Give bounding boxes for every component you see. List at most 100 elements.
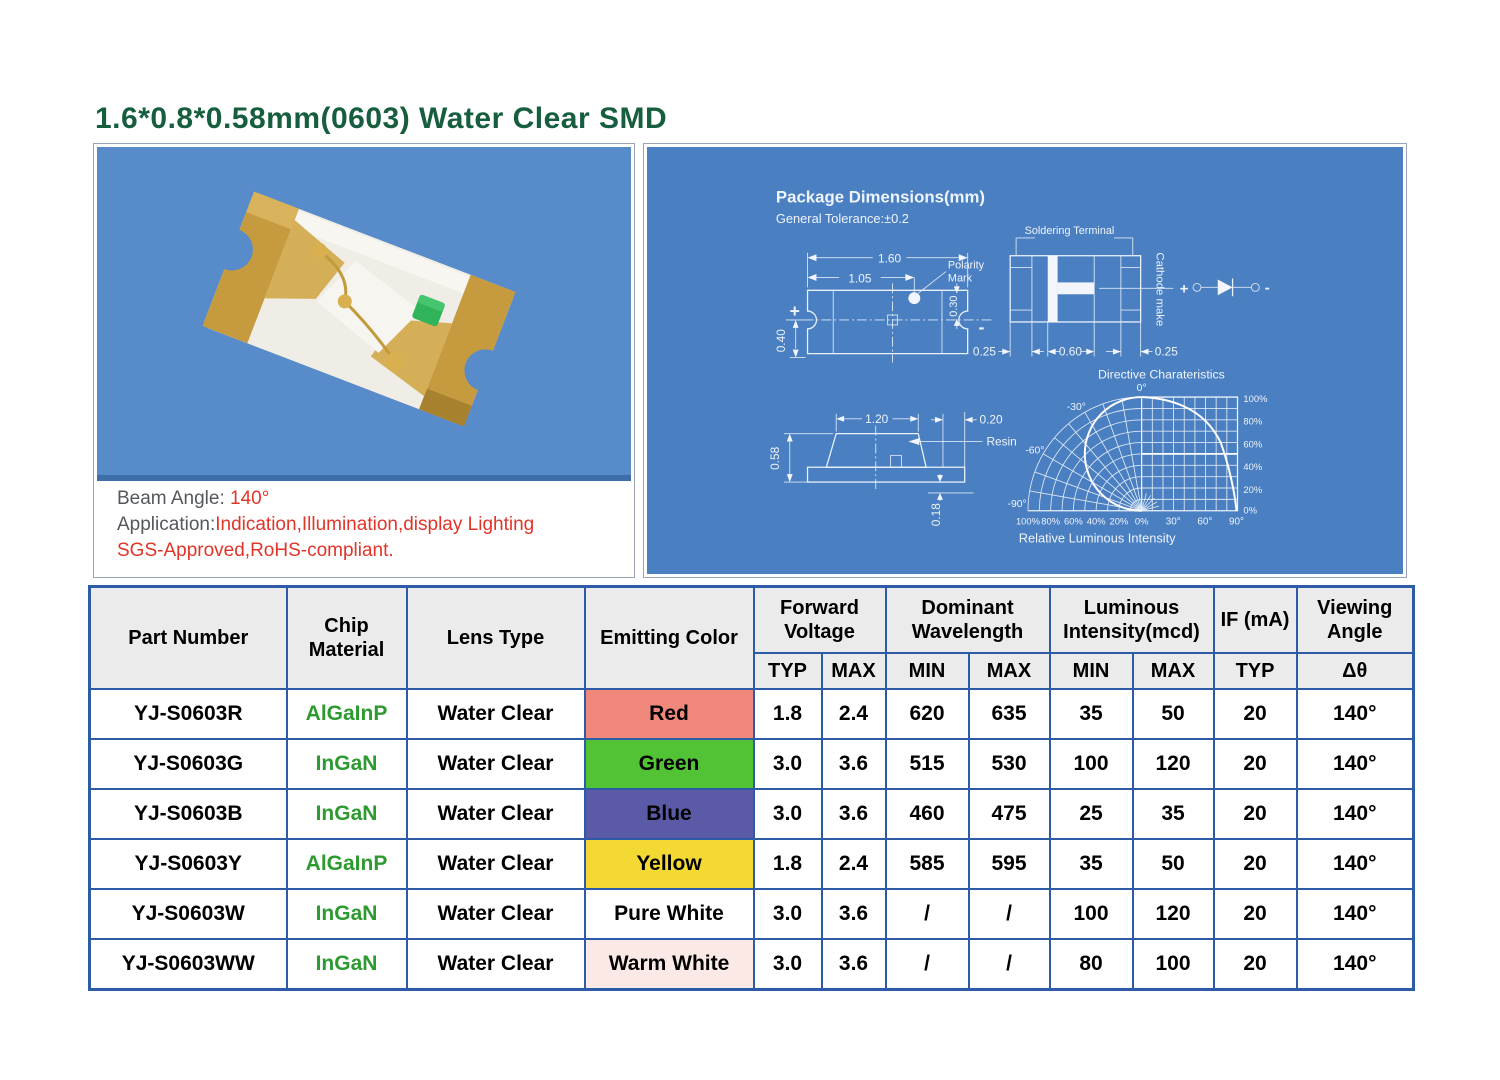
value-cell: 3.6 xyxy=(820,738,887,790)
value-cell: 50 xyxy=(1131,838,1215,890)
col-header-emitting-color: Emitting Color xyxy=(583,585,755,690)
circuit-plus-sign: + xyxy=(1180,281,1189,297)
col-header-chip-material: Chip Material xyxy=(285,585,408,690)
emitting-color-cell: Red xyxy=(583,688,755,740)
led-photo-illustration xyxy=(202,191,516,427)
value-cell: / xyxy=(884,938,970,991)
col-header-luminous-intensity: Luminous Intensity(mcd) xyxy=(1048,585,1215,654)
value-cell: 3.0 xyxy=(752,738,823,790)
right-pct-40: 40% xyxy=(1243,461,1262,472)
value-cell: 620 xyxy=(884,688,970,740)
application-line: Application:Indication,Illumination,disp… xyxy=(117,512,631,538)
polarity-mark-label: Mark xyxy=(948,272,973,284)
emitting-color-cell: Yellow xyxy=(583,838,755,890)
value-cell: 80 xyxy=(1048,938,1134,991)
value-cell: 3.0 xyxy=(752,888,823,940)
value-cell: 20 xyxy=(1212,888,1298,940)
value-cell: 140° xyxy=(1295,738,1415,790)
value-cell: 100 xyxy=(1048,738,1134,790)
subheader-dw-min: MIN xyxy=(884,652,970,690)
product-photo-panel: Beam Angle: 140° Application:Indication,… xyxy=(93,143,635,578)
value-cell: 20 xyxy=(1212,738,1298,790)
emitting-color-cell: Warm White xyxy=(583,938,755,991)
axis-pct-20: 20% xyxy=(1110,516,1129,527)
value-cell: 140° xyxy=(1295,838,1415,890)
chip-material-cell: AlGaInP xyxy=(285,838,408,890)
directive-chart-title: Directive Charateristics xyxy=(1098,367,1225,381)
value-cell: 100 xyxy=(1048,888,1134,940)
axis-pct-0: 0% xyxy=(1135,516,1149,527)
right-pct-60: 60% xyxy=(1243,438,1262,449)
application-label: Application: xyxy=(117,514,216,535)
part-number-cell: YJ-S0603WW xyxy=(88,938,288,991)
dims-tolerance: General Tolerance:±0.2 xyxy=(776,211,909,226)
part-number-cell: YJ-S0603R xyxy=(88,688,288,740)
lens-type-cell: Water Clear xyxy=(405,938,586,991)
value-cell: 50 xyxy=(1131,688,1215,740)
photo-caption: Beam Angle: 140° Application:Indication,… xyxy=(97,481,631,574)
value-cell: 20 xyxy=(1212,838,1298,890)
value-cell: 3.0 xyxy=(752,788,823,840)
lens-type-cell: Water Clear xyxy=(405,888,586,940)
dim-1-20: 1.20 xyxy=(865,412,888,426)
compliance-line: SGS-Approved,RoHS-compliant. xyxy=(117,538,631,564)
value-cell: 530 xyxy=(967,738,1051,790)
pad-dim-right: 0.25 xyxy=(1155,345,1178,359)
spec-table: Part Number Chip Material Lens Type Emit… xyxy=(88,585,1416,991)
lens-type-cell: Water Clear xyxy=(405,688,586,740)
value-cell: 140° xyxy=(1295,888,1415,940)
subheader-delta-theta: Δθ xyxy=(1295,652,1415,690)
table-row: YJ-S0603WW InGaN Water Clear Warm White 3.0 3… xyxy=(88,938,1415,991)
value-cell: 35 xyxy=(1048,838,1134,890)
chip-material-cell: AlGaInP xyxy=(285,688,408,740)
value-cell: 35 xyxy=(1131,788,1215,840)
value-cell: 3.0 xyxy=(752,938,823,991)
circuit-minus-sign: - xyxy=(1265,280,1270,296)
right-pct-80: 80% xyxy=(1243,416,1262,427)
value-cell: 2.4 xyxy=(820,688,887,740)
application-value: Indication,Illumination,display Lighting xyxy=(215,514,535,535)
value-cell: 140° xyxy=(1295,688,1415,740)
beam-angle-line: Beam Angle: 140° xyxy=(117,486,631,512)
axis-pct-80: 80% xyxy=(1041,516,1060,527)
package-dimensions-panel: Package Dimensions(mm) General Tolerance… xyxy=(643,143,1407,578)
right-pct-0: 0% xyxy=(1243,505,1257,516)
value-cell: 100 xyxy=(1131,938,1215,991)
table-row: YJ-S0603B InGaN Water Clear Blue 3.0 3.6 460 47… xyxy=(88,788,1415,840)
value-cell: 20 xyxy=(1212,938,1298,991)
soldering-terminal-label: Soldering Terminal xyxy=(1025,225,1115,237)
compliance-text: SGS-Approved,RoHS-compliant. xyxy=(117,540,394,561)
axis-pct-40: 40% xyxy=(1087,516,1106,527)
top-panels: Beam Angle: 140° Application:Indication,… xyxy=(93,143,1407,578)
directive-chart-caption: Relative Luminous Intensity xyxy=(1019,530,1176,545)
col-header-forward-voltage: Forward Voltage xyxy=(752,585,887,654)
value-cell: 515 xyxy=(884,738,970,790)
subheader-fv-typ: TYP xyxy=(752,652,823,690)
col-header-viewing-angle: Viewing Angle xyxy=(1295,585,1415,654)
value-cell: 20 xyxy=(1212,688,1298,740)
polarity-label: Polarity xyxy=(948,260,985,272)
anode-plus-sign: + xyxy=(790,301,800,321)
table-row: YJ-S0603G InGaN Water Clear Green 3.0 3.6 515 5… xyxy=(88,738,1415,790)
angle-0: 0° xyxy=(1137,383,1147,394)
table-row: YJ-S0603R AlGaInP Water Clear Red 1.8 2.4 620 6… xyxy=(88,688,1415,740)
beam-angle-value: 140° xyxy=(230,488,270,509)
subheader-li-max: MAX xyxy=(1131,652,1215,690)
photo-bottom-edge xyxy=(97,475,631,481)
dimensions-drawing: Package Dimensions(mm) General Tolerance… xyxy=(768,187,1270,545)
pad-dim-middle: 0.60 xyxy=(1059,345,1082,359)
emitting-color-cell: Blue xyxy=(583,788,755,840)
value-cell: / xyxy=(967,888,1051,940)
angle-60: 60° xyxy=(1197,517,1212,528)
dim-0-40: 0.40 xyxy=(774,329,788,352)
emitting-color-cell: Pure White xyxy=(583,888,755,940)
right-pct-20: 20% xyxy=(1243,484,1262,495)
value-cell: 20 xyxy=(1212,788,1298,840)
angle-m60: -60° xyxy=(1025,445,1044,456)
part-number-cell: YJ-S0603B xyxy=(88,788,288,840)
diode-symbol xyxy=(1217,279,1233,296)
axis-pct-60: 60% xyxy=(1064,516,1083,527)
chip-material-cell: InGaN xyxy=(285,738,408,790)
table-row: YJ-S0603W InGaN Water Clear Pure White 3.0 3.… xyxy=(88,888,1415,940)
